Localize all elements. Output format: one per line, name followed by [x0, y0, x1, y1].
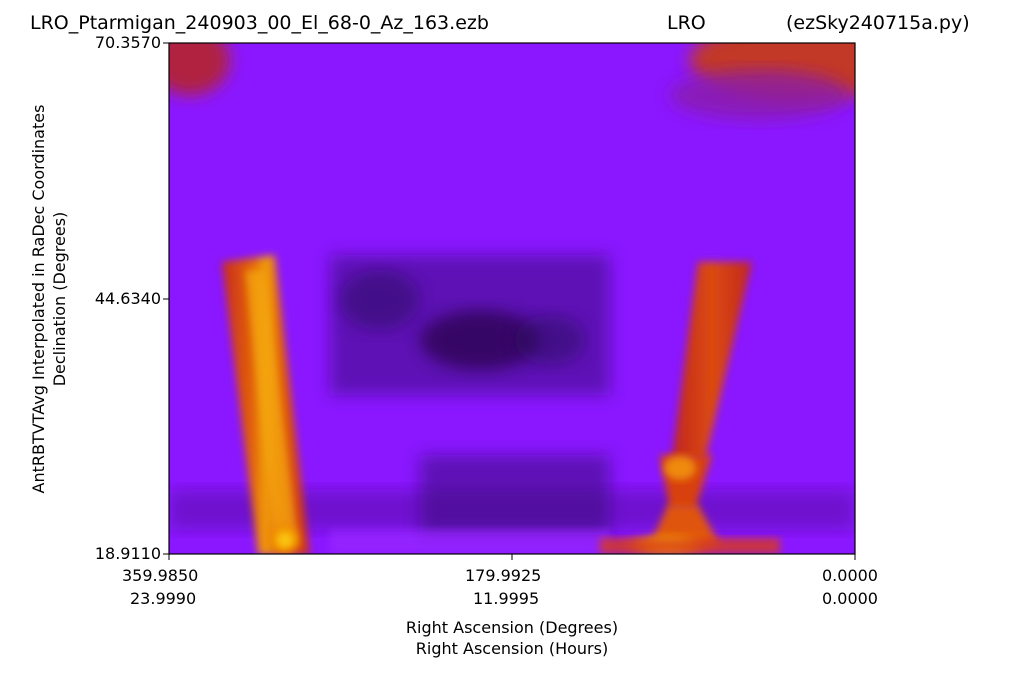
chart-title-filename: LRO_Ptarmigan_240903_00_El_68-0_Az_163.e…	[30, 12, 489, 34]
y-tick-label: 44.6340	[94, 289, 161, 308]
x-tick-label-hours: 11.9995	[473, 589, 540, 608]
x-axis-label: Right Ascension (Degrees) Right Ascensio…	[406, 618, 618, 660]
chart-title-script: (ezSky240715a.py)	[786, 12, 970, 34]
y-tick-label: 70.3570	[94, 33, 161, 52]
y-axis-label-line2: Declination (Degrees)	[50, 211, 69, 387]
y-axis-label-line1: AntRBTVTAvg Interpolated in RaDec Coordi…	[29, 104, 49, 494]
y-axis-label: AntRBTVTAvg Interpolated in RaDec Coordi…	[29, 105, 71, 494]
chart-title-station: LRO	[667, 12, 706, 34]
heatmap-image	[169, 43, 855, 554]
x-tick-label-hours: 0.0000	[822, 589, 878, 608]
y-tick-label: 18.9110	[94, 544, 161, 563]
x-axis-label-hours: Right Ascension (Hours)	[415, 638, 609, 658]
x-tick-label-hours: 23.9990	[130, 589, 197, 608]
x-tick-label-deg: 359.9850	[122, 566, 199, 585]
x-tick-label-deg: 179.9925	[465, 566, 542, 585]
x-tick-label-deg: 0.0000	[822, 566, 878, 585]
x-axis-label-deg: Right Ascension (Degrees)	[405, 618, 619, 637]
